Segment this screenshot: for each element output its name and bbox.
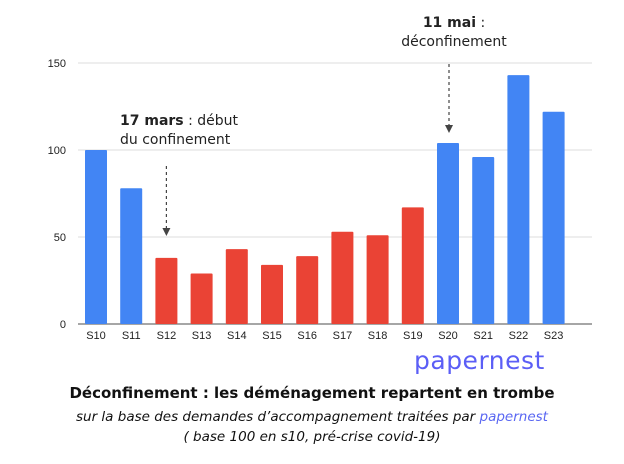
x-tick-label: S14: [227, 330, 247, 342]
x-tick-label: S16: [297, 330, 317, 342]
annotation-deconfinement: 11 mai : déconfinement: [401, 14, 507, 52]
bar-S16: [296, 256, 319, 324]
annotation-text: : début: [183, 113, 239, 129]
caption-note: ( base 100 en s10, pré-crise covid-19): [183, 429, 441, 445]
x-tick-label: S17: [333, 330, 353, 342]
annotation-confinement: 17 mars : début du confinement: [120, 112, 238, 150]
caption-subtitle: sur la base des demandes d’accompagnemen…: [0, 409, 624, 425]
bar-S22: [507, 75, 530, 325]
x-tick-label: S15: [262, 330, 282, 342]
annotation-date: 11 mai: [422, 15, 477, 31]
bar-S10: [85, 150, 107, 324]
bar-S15: [261, 264, 283, 324]
arrow-deconfinement-head: [445, 125, 453, 133]
caption-title: Déconfinement : les déménagement reparte…: [69, 384, 555, 402]
bar-S20: [437, 143, 459, 324]
arrow-confinement-head: [162, 228, 171, 236]
bar-S14: [225, 249, 248, 324]
x-tick-label: S18: [368, 330, 388, 342]
papernest-logo: papernest: [414, 346, 545, 375]
bar-S12: [155, 257, 178, 324]
y-tick-label: 0: [60, 319, 66, 331]
x-tick-label: S22: [509, 330, 529, 342]
x-tick-label: S20: [438, 330, 458, 342]
annotation-text-line2: du confinement: [120, 132, 231, 148]
x-tick-label: S23: [544, 330, 564, 342]
caption-brand: papernest: [479, 409, 548, 425]
annotation-text-line2: déconfinement: [401, 34, 507, 50]
bar-S21: [472, 156, 495, 324]
y-tick-label: 100: [48, 145, 66, 157]
x-tick-label: S19: [403, 330, 423, 342]
x-tick-label: S13: [192, 330, 212, 342]
x-tick-label: S12: [157, 330, 177, 342]
bar-S23: [542, 111, 565, 324]
bar-S11: [120, 188, 143, 324]
x-tick-label: S21: [473, 330, 493, 342]
y-tick-label: 50: [54, 232, 66, 244]
y-tick-label: 150: [48, 58, 66, 70]
caption-subtitle-text: sur la base des demandes d’accompagnemen…: [76, 409, 480, 425]
bar-S17: [331, 231, 354, 324]
bar-S18: [366, 235, 389, 324]
x-tick-label: S11: [122, 330, 141, 342]
x-tick-label: S10: [86, 330, 106, 342]
bar-S19: [401, 207, 424, 324]
bar-chart: 0 50 100 150 S10 S11 S12 S13 S14 S15 S16 S17 S18 S19 S…: [48, 58, 592, 342]
annotation-text: :: [476, 15, 486, 31]
bar-S13: [190, 273, 213, 324]
annotation-date: 17 mars: [120, 113, 184, 129]
